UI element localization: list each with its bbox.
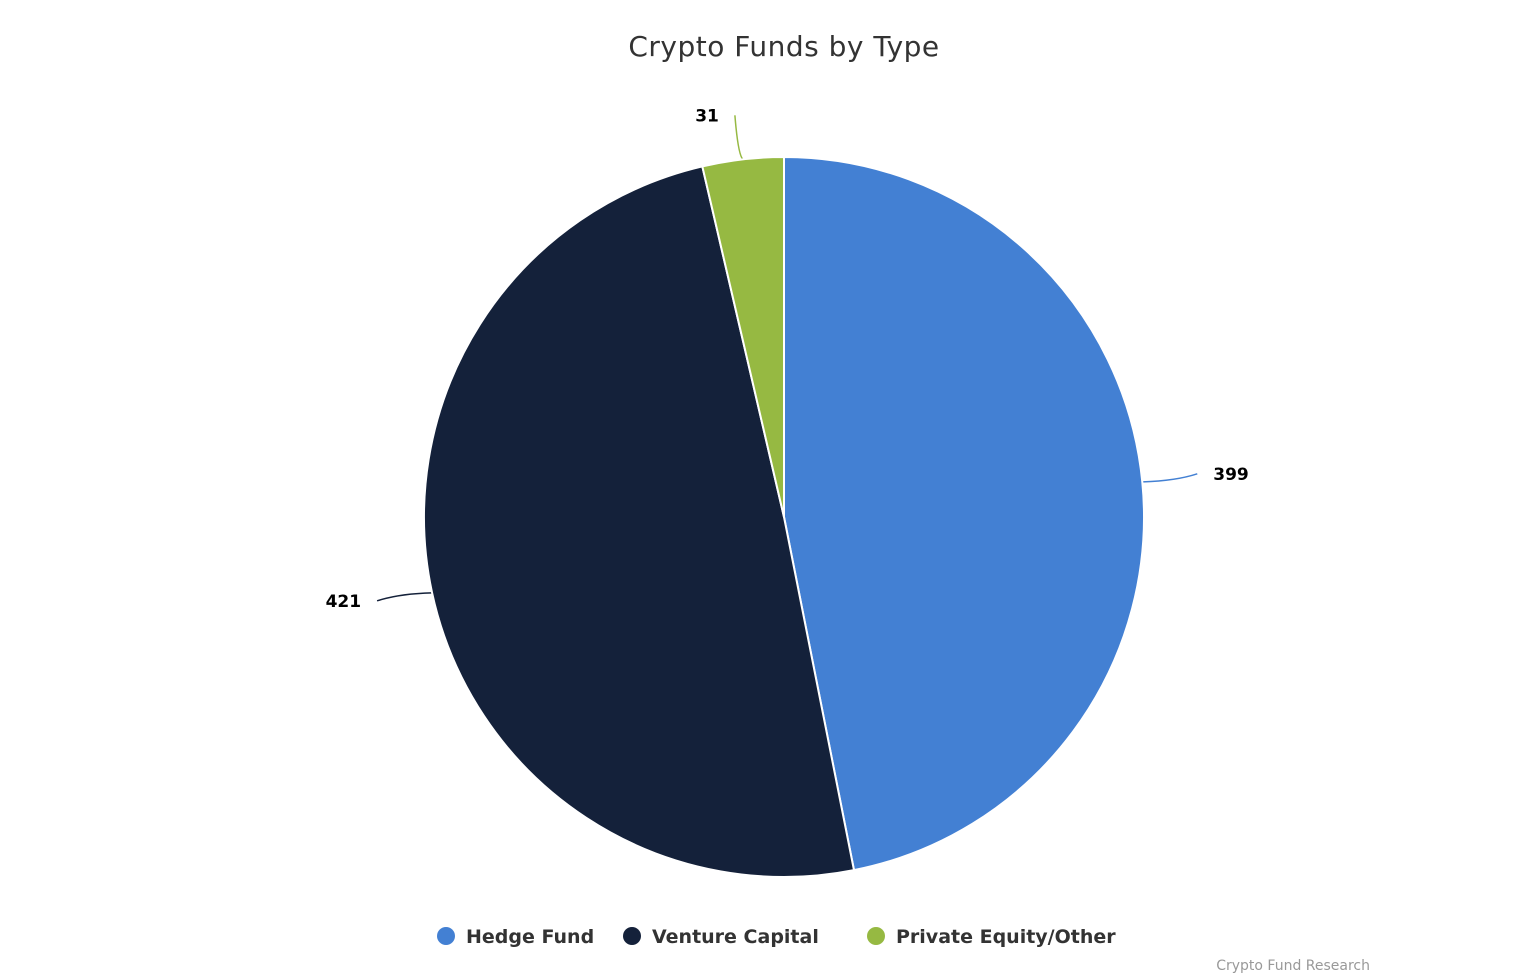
legend-swatch-private-equity-other (867, 927, 885, 945)
pie-slices (423, 156, 1145, 878)
legend-label-private-equity-other: Private Equity/Other (896, 926, 1116, 948)
data-label-hedge-fund: 399 (1213, 465, 1249, 485)
legend-item-private-equity-other[interactable]: Private Equity/Other (867, 926, 1116, 948)
label-connector-venture-capital (376, 592, 433, 602)
slice-labels: 399 421 31 (326, 106, 1249, 611)
pie-slice-venture-capital[interactable] (423, 165, 855, 878)
credit-text[interactable]: Crypto Fund Research (1216, 958, 1370, 974)
label-connectors (376, 115, 1198, 602)
label-connector-private-equity-other (734, 115, 744, 160)
legend-swatch-venture-capital (623, 927, 641, 945)
label-connector-hedge-fund (1142, 473, 1198, 483)
legend-item-hedge-fund[interactable]: Hedge Fund (437, 926, 594, 948)
data-label-venture-capital: 421 (326, 592, 362, 612)
pie-slice-private-equity-other[interactable] (701, 156, 785, 518)
legend: Hedge Fund Venture Capital Private Equity/… (437, 926, 1116, 948)
legend-item-venture-capital[interactable]: Venture Capital (623, 926, 819, 948)
legend-label-venture-capital: Venture Capital (652, 926, 819, 948)
chart-title: Crypto Funds by Type (628, 30, 939, 63)
legend-swatch-hedge-fund (437, 927, 455, 945)
legend-label-hedge-fund: Hedge Fund (466, 926, 594, 948)
pie-slice-hedge-fund[interactable] (783, 156, 1145, 872)
data-label-private-equity-other: 31 (695, 106, 719, 126)
